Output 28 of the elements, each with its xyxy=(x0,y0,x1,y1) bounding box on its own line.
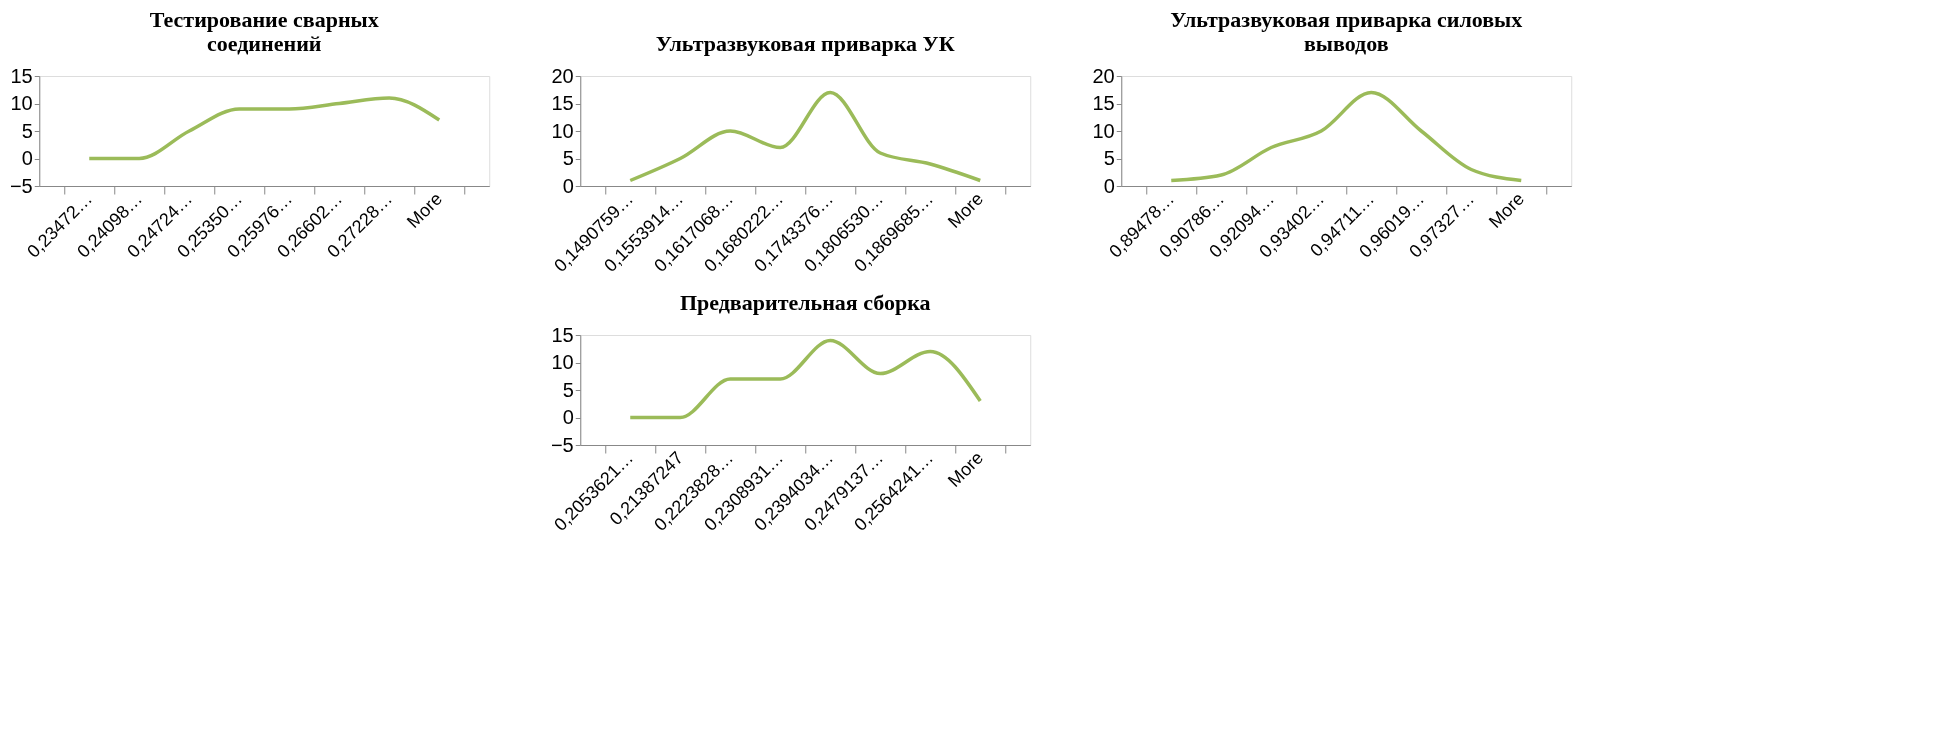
y-tick-label: 10 xyxy=(551,351,574,373)
line-series xyxy=(628,338,982,420)
y-tick-label: 5 xyxy=(562,378,574,401)
y-tick-label: 10 xyxy=(10,92,33,114)
chart-title: Ультразвуковая приварка силовых выводов xyxy=(1170,7,1523,56)
y-tick-label: 0 xyxy=(1103,174,1115,197)
chart-title: Ультразвуковая приварка УК xyxy=(655,31,955,56)
y-tick-label: −5 xyxy=(9,174,33,197)
y-tick-label: 15 xyxy=(551,92,574,114)
y-tick-label: 15 xyxy=(1092,92,1115,114)
line-series xyxy=(1169,90,1523,183)
y-tick-label: 5 xyxy=(562,147,574,169)
y-tick-label: 15 xyxy=(551,323,574,346)
y-tick-label: 10 xyxy=(551,119,574,142)
line-series xyxy=(87,96,441,161)
y-tick-label: 20 xyxy=(1092,64,1115,87)
y-tick-label: 5 xyxy=(1103,147,1115,169)
y-tick-label: 0 xyxy=(562,406,574,428)
y-tick-label: 10 xyxy=(1092,119,1115,142)
y-tick-label: 0 xyxy=(562,174,574,197)
y-tick-label: 20 xyxy=(551,64,574,87)
y-tick-label: 5 xyxy=(21,119,33,142)
chart-title: Предварительная сборка xyxy=(679,290,931,315)
y-tick-label: −5 xyxy=(550,433,574,456)
y-tick-label: 0 xyxy=(21,147,33,169)
chart-title: Тестирование сварных соединений xyxy=(149,7,379,56)
line-series xyxy=(628,90,982,183)
y-tick-label: 15 xyxy=(10,64,33,87)
